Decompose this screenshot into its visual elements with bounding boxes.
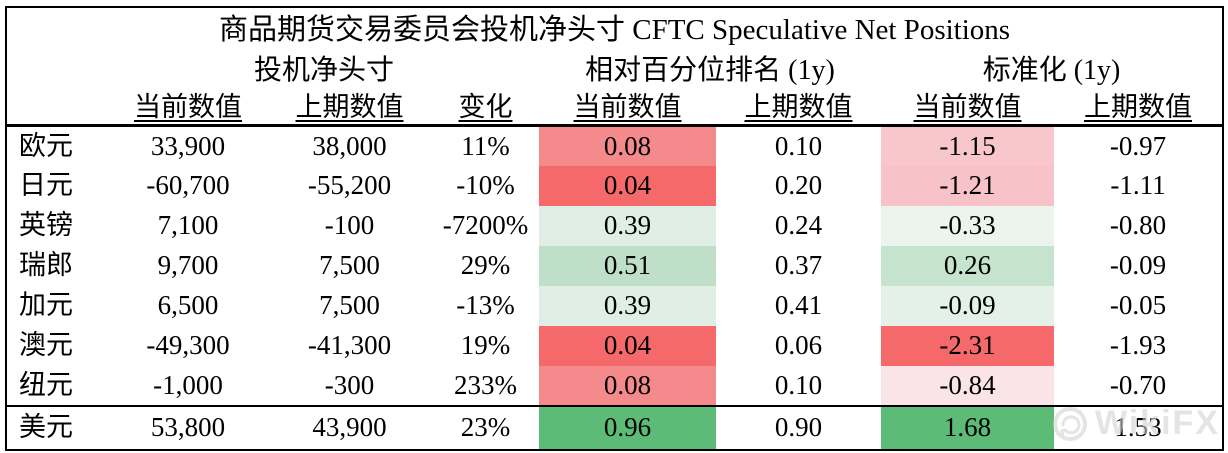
sub-header-empty [6,90,109,127]
cell-norm-current: -1.21 [881,165,1054,206]
sub-header-pct-previous: 上期数值 [716,90,881,127]
cell-norm-current: -1.15 [881,125,1054,166]
cell-norm-current: -2.31 [881,325,1054,366]
cell-previous: 43,900 [267,404,432,450]
cell-change: -7200% [442,210,529,240]
cell-pct-previous: 0.20 [774,170,823,200]
table-title: 商品期货交易委员会投机净头寸 CFTC Speculative Net Posi… [219,13,1011,46]
sub-header-pct-previous-label: 上期数值 [744,91,853,122]
group-header-standardized: 标准化 (1y) [982,55,1121,86]
cell-previous: -41,300 [307,330,392,360]
sub-header-norm-previous: 上期数值 [1054,90,1224,127]
table-row-jpy: 日元 -60,700 -55,200 -10% 0.04 0.20 -1.21 … [6,165,1223,206]
cell-change: 19% [460,330,511,360]
sub-header-pct-current-label: 当前数值 [573,91,682,122]
cell-norm-previous: -0.70 [1109,369,1167,400]
cell-pct-previous: 0.24 [774,210,823,240]
sub-header-row: 当前数值 上期数值 变化 当前数值 上期数值 当前数值 上期数值 [6,90,1224,127]
positions-table-container: 商品期货交易委员会投机净头寸 CFTC Speculative Net Posi… [5,6,1225,451]
cell-norm-previous: -0.97 [1109,130,1167,161]
cell-current: -49,300 [146,330,230,360]
currency-label: 日元 [19,170,73,200]
sub-header-current-label: 当前数值 [134,91,242,122]
table-row-eur: 欧元 33,900 38,000 11% 0.08 0.10 -1.15 -0.… [6,125,1223,166]
cell-current: 7,100 [157,210,219,240]
sub-header-previous-label: 上期数值 [295,91,404,122]
column-group-header-row: 投机净头寸 相对百分位排名 (1y) 标准化 (1y) [6,52,1223,90]
cell-change: 29% [460,250,511,280]
cell-current: 6,500 [157,290,219,320]
cell-pct-current: 0.39 [539,205,716,246]
table-title-row: 商品期货交易委员会投机净头寸 CFTC Speculative Net Posi… [6,7,1223,52]
cell-previous: 7,500 [319,250,380,280]
cell-current: -60,700 [146,170,230,200]
sub-header-norm-previous-label: 上期数值 [1084,91,1193,122]
cell-norm-current: 1.68 [881,404,1054,450]
cell-change: 233% [454,369,517,400]
currency-label: 瑞郎 [19,250,73,280]
cell-pct-current: 0.04 [539,165,716,206]
cell-change: -13% [456,290,515,320]
sub-header-current: 当前数值 [109,90,267,127]
cell-pct-current: 0.04 [539,325,716,366]
cell-pct-previous: 0.10 [774,130,823,161]
cell-previous: -55,200 [307,170,392,200]
cell-pct-current: 0.51 [539,245,716,286]
table-row-nzd: 纽元 -1,000 -300 233% 0.08 0.10 -0.84 -0.7… [6,365,1223,406]
sub-header-change: 变化 [432,90,539,127]
cell-current: -1,000 [153,369,223,400]
sub-header-previous: 上期数值 [267,90,432,127]
cell-pct-current: 0.39 [539,285,716,326]
sub-header-pct-current: 当前数值 [539,90,716,127]
cell-norm-current: -0.84 [881,365,1054,406]
cell-pct-current: 0.96 [539,404,716,450]
cell-current: 33,900 [150,130,226,161]
table-row-usd: 美元 53,800 43,900 23% 0.96 0.90 1.68 1.53 [6,404,1224,450]
table-row-cad: 加元 6,500 7,500 -13% 0.39 0.41 -0.09 -0.0… [6,285,1223,326]
cell-norm-previous: -1.93 [1109,330,1167,360]
table-row-chf: 瑞郎 9,700 7,500 29% 0.51 0.37 0.26 -0.09 [6,245,1223,286]
sub-header-change-label: 变化 [458,91,513,122]
cell-pct-previous: 0.10 [774,369,823,400]
cell-current: 9,700 [157,250,219,280]
cell-norm-current: 0.26 [881,245,1054,286]
group-header-empty [6,52,109,90]
cell-pct-previous: 0.06 [774,330,823,360]
currency-label: 加元 [19,290,73,320]
cell-pct-current: 0.08 [539,365,716,406]
currency-label: 纽元 [19,369,73,400]
cell-norm-previous: -0.05 [1109,290,1167,320]
cell-previous: 7,500 [319,290,380,320]
currency-label: 英镑 [19,210,73,240]
cell-previous: -100 [324,210,375,240]
cell-pct-current: 0.08 [539,125,716,166]
currency-label: 美元 [6,404,109,450]
cell-change: 23% [432,404,539,450]
cell-previous: -300 [324,369,375,400]
cell-norm-previous: -0.80 [1109,210,1167,240]
table-row-gbp: 英镑 7,100 -100 -7200% 0.39 0.24 -0.33 -0.… [6,205,1223,246]
sub-header-norm-current-label: 当前数值 [913,91,1022,122]
cell-current: 53,800 [109,404,267,450]
cell-norm-previous: -1.11 [1110,170,1166,200]
positions-table: 商品期货交易委员会投机净头寸 CFTC Speculative Net Posi… [5,6,1225,451]
sub-header-norm-current: 当前数值 [881,90,1054,127]
cell-pct-previous: 0.37 [774,250,823,280]
currency-label: 澳元 [19,330,73,360]
group-header-net-positions: 投机净头寸 [253,55,394,86]
cell-norm-current: -0.09 [881,285,1054,326]
group-header-percentile-rank: 相对百分位排名 (1y) [585,55,835,86]
cell-previous: 38,000 [312,130,387,161]
cell-pct-previous: 0.90 [716,404,881,450]
cell-change: -10% [456,170,515,200]
cell-norm-current: -0.33 [881,205,1054,246]
table-row-aud: 澳元 -49,300 -41,300 19% 0.04 0.06 -2.31 -… [6,325,1223,366]
cell-change: 11% [461,130,510,161]
cell-pct-previous: 0.41 [774,290,823,320]
cell-norm-previous: -0.09 [1109,250,1167,280]
currency-label: 欧元 [19,130,73,161]
cell-norm-previous: 1.53 [1054,404,1224,450]
